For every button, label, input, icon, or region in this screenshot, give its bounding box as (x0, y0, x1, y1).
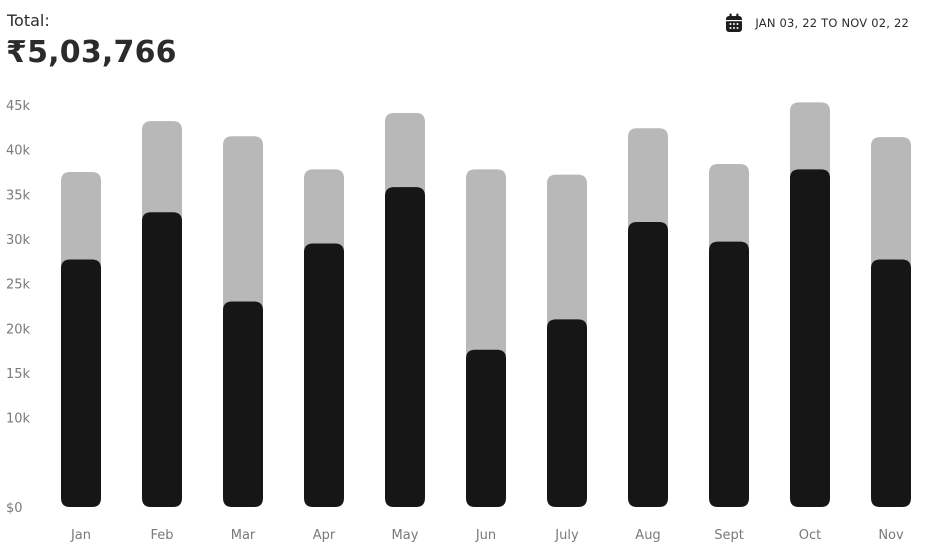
bar-group-july[interactable] (547, 174, 587, 507)
bar-primary-segment[interactable] (628, 222, 668, 507)
bar-primary-segment[interactable] (142, 212, 182, 507)
bar-group-feb[interactable] (142, 121, 182, 507)
y-tick-label: 30k (6, 233, 31, 248)
x-tick-label: Feb (150, 528, 173, 543)
x-tick-label: Mar (231, 528, 256, 543)
x-tick-label: Aug (635, 528, 660, 543)
bar-secondary-segment[interactable] (871, 137, 911, 269)
y-tick-label: 35k (6, 188, 31, 203)
bar-primary-segment[interactable] (709, 241, 749, 507)
x-axis: Jan Feb Mar Apr May Jun July Aug Sept Oct Nov (70, 528, 904, 543)
bar-secondary-segment[interactable] (142, 121, 182, 222)
calendar-icon (726, 13, 743, 32)
y-tick-label: $0 (6, 501, 23, 516)
x-tick-label: Apr (313, 528, 336, 543)
x-tick-label: May (392, 528, 419, 543)
bar-group-aug[interactable] (628, 128, 668, 507)
x-tick-label: July (554, 528, 579, 543)
bar-primary-segment[interactable] (61, 259, 101, 507)
bar-group-mar[interactable] (223, 136, 263, 507)
bar-secondary-segment[interactable] (385, 113, 425, 197)
date-range-picker[interactable]: JAN 03, 22 TO NOV 02, 22 (725, 13, 909, 33)
bar-group-may[interactable] (385, 113, 425, 508)
y-tick-label: 45k (6, 99, 31, 114)
bar-group-nov[interactable] (871, 137, 911, 507)
bar-primary-segment[interactable] (547, 319, 587, 507)
bar-secondary-segment[interactable] (709, 163, 749, 251)
y-tick-label: 40k (6, 144, 31, 159)
bar-group-jun[interactable] (466, 169, 506, 507)
x-tick-label: Oct (799, 528, 821, 543)
y-tick-label: 15k (6, 367, 31, 382)
bar-secondary-segment[interactable] (790, 102, 830, 179)
y-tick-label: 20k (6, 322, 31, 337)
x-tick-label: Jan (70, 528, 91, 543)
bar-primary-segment[interactable] (223, 301, 263, 507)
bars-group (61, 102, 911, 508)
bar-secondary-segment[interactable] (304, 169, 344, 253)
bar-secondary-segment[interactable] (61, 172, 101, 269)
total-label: Total: (7, 11, 50, 30)
y-tick-label: 10k (6, 412, 31, 427)
bar-group-apr[interactable] (304, 169, 344, 507)
bar-primary-segment[interactable] (790, 169, 830, 507)
bar-primary-segment[interactable] (871, 259, 911, 507)
y-tick-label: 25k (6, 278, 31, 293)
bar-secondary-segment[interactable] (628, 128, 668, 232)
bar-group-oct[interactable] (790, 102, 830, 507)
date-range-text: JAN 03, 22 TO NOV 02, 22 (755, 16, 909, 30)
x-tick-label: Jun (475, 528, 496, 543)
bar-group-sept[interactable] (709, 163, 749, 507)
x-tick-label: Nov (878, 528, 904, 543)
bar-primary-segment[interactable] (385, 187, 425, 508)
bar-primary-segment[interactable] (466, 349, 506, 507)
y-axis: $0 10k 15k 20k 25k 30k 35k 40k 45k (6, 99, 31, 516)
bar-primary-segment[interactable] (304, 243, 344, 507)
bar-group-jan[interactable] (61, 172, 101, 507)
bar-secondary-segment[interactable] (223, 136, 263, 311)
bar-secondary-segment[interactable] (547, 174, 587, 329)
bar-secondary-segment[interactable] (466, 169, 506, 359)
total-value: ₹5,03,766 (6, 35, 177, 70)
x-tick-label: Sept (714, 528, 744, 543)
